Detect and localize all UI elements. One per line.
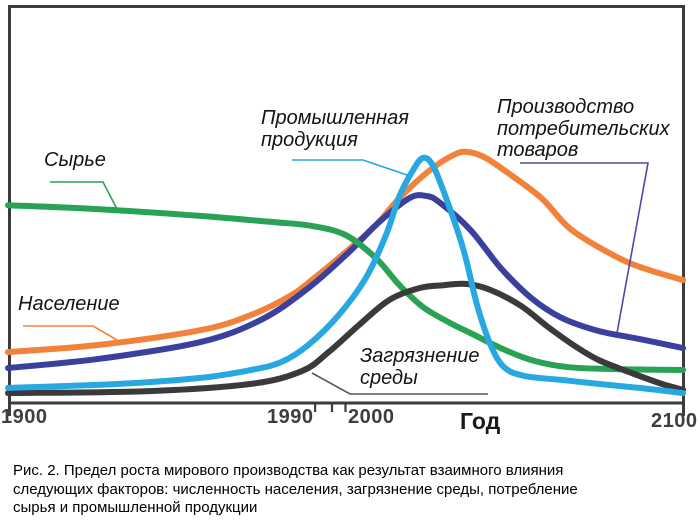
curve-label-consumer-goods: Производство потребительских товаров [497, 96, 670, 162]
x-axis-title: Год [460, 408, 501, 434]
x-tick-label-2100: 2100 [651, 410, 698, 432]
curve-Сырье [5, 202, 686, 373]
curve-label-industrial-output: Промышленная продукция [261, 107, 409, 151]
curve-label-pollution: Загрязнение среды [360, 345, 480, 389]
leader-Производство потребительских товаров [520, 162, 649, 334]
curve-Промышленная продукция [5, 154, 686, 397]
x-tick-label-1990: 1990 [267, 406, 314, 428]
curve-Загрязнение среды [5, 280, 686, 397]
leader-Промышленная продукция [292, 159, 411, 177]
figure-caption: Рис. 2. Предел роста мирового производст… [13, 462, 578, 517]
x-axis-ticks [8, 403, 685, 416]
curve-Население [5, 148, 686, 356]
chart-curves [5, 148, 686, 397]
x-tick-label-1900: 1900 [1, 406, 48, 428]
curve-label-raw-materials: Сырье [44, 149, 106, 171]
leader-Население [23, 325, 118, 341]
curve-Производство потребительских товаров [5, 192, 686, 371]
leader-Загрязнение среды [311, 372, 488, 395]
leader-Сырье [50, 181, 118, 210]
annotation-leader-lines [23, 159, 649, 395]
curve-label-population: Население [18, 293, 120, 315]
x-tick-label-2000: 2000 [348, 406, 395, 428]
